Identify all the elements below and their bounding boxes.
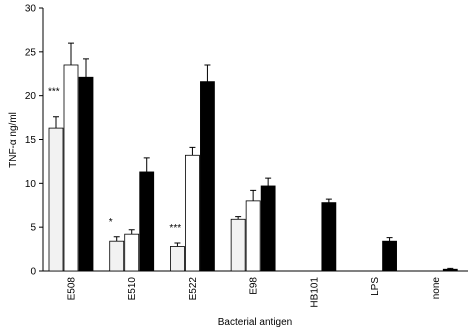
bar (124, 233, 140, 272)
error-bar (143, 157, 150, 172)
y-tick-label: 25 (25, 47, 37, 58)
x-tick-label: E522 (188, 277, 199, 301)
bar (382, 240, 397, 272)
y-tick-label: 15 (25, 135, 37, 146)
annotation: * (109, 217, 113, 228)
bar (139, 171, 155, 272)
bar (260, 185, 276, 272)
error-bar (325, 198, 332, 203)
error-bar (128, 229, 135, 235)
annotation: *** (169, 223, 181, 234)
x-axis-label: Bacterial antigen (218, 317, 293, 328)
bar (48, 127, 64, 272)
error-bar (235, 216, 242, 220)
error-bar (204, 64, 211, 82)
error-bar (265, 177, 272, 186)
bar (63, 64, 79, 272)
error-bar (189, 146, 196, 156)
error-bar (174, 242, 181, 247)
bar (109, 240, 125, 272)
bar (245, 200, 261, 272)
x-tick-label: E508 (67, 277, 78, 301)
x-tick-label: E510 (127, 277, 138, 301)
error-bar (250, 189, 257, 201)
x-tick-label: LPS (370, 277, 381, 296)
y-tick-label: 10 (25, 179, 37, 190)
bar (170, 246, 185, 272)
bar (321, 202, 337, 272)
y-tick-label: 30 (25, 4, 37, 15)
error-bar (113, 236, 120, 242)
error-bar (53, 116, 59, 129)
y-tick-label: 20 (25, 91, 37, 102)
error-bar (68, 42, 74, 65)
bar (230, 218, 246, 272)
bar (200, 81, 215, 272)
y-tick-label: 0 (30, 267, 36, 278)
bar (442, 268, 458, 272)
x-tick-label: E98 (249, 277, 260, 295)
y-axis-label: TNF-α ng/ml (8, 112, 19, 168)
annotation: *** (48, 87, 60, 98)
x-tick-label: HB101 (309, 277, 320, 308)
bar (78, 76, 94, 272)
error-bar (83, 58, 89, 78)
bar (185, 154, 200, 272)
x-tick-label: none (431, 277, 442, 300)
error-bar (386, 237, 393, 242)
y-tick-label: 5 (30, 223, 36, 234)
